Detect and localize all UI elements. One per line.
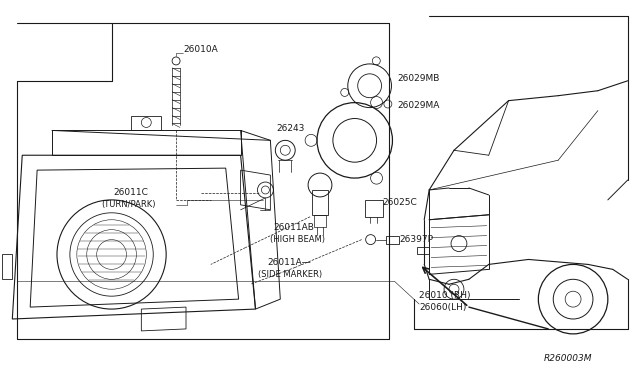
Text: (HIGH BEAM): (HIGH BEAM): [270, 235, 325, 244]
Text: 26397P: 26397P: [399, 235, 433, 244]
Text: R260003M: R260003M: [543, 354, 592, 363]
Text: 26010 (RH): 26010 (RH): [419, 291, 471, 300]
Text: 26011A—: 26011A—: [268, 258, 311, 267]
Text: 26243: 26243: [276, 124, 305, 133]
Text: 26060(LH): 26060(LH): [419, 302, 467, 312]
Text: 26029MB: 26029MB: [397, 74, 440, 83]
Text: 26029MA: 26029MA: [397, 101, 440, 110]
Text: 26010A: 26010A: [183, 45, 218, 54]
Text: 26011C: 26011C: [113, 189, 148, 198]
Text: 26011AB: 26011AB: [273, 223, 314, 232]
Text: (TURN/PARK): (TURN/PARK): [102, 201, 156, 209]
Text: (SIDE MARKER): (SIDE MARKER): [259, 270, 323, 279]
Text: 26025C: 26025C: [383, 198, 417, 207]
Bar: [417, 247, 429, 254]
